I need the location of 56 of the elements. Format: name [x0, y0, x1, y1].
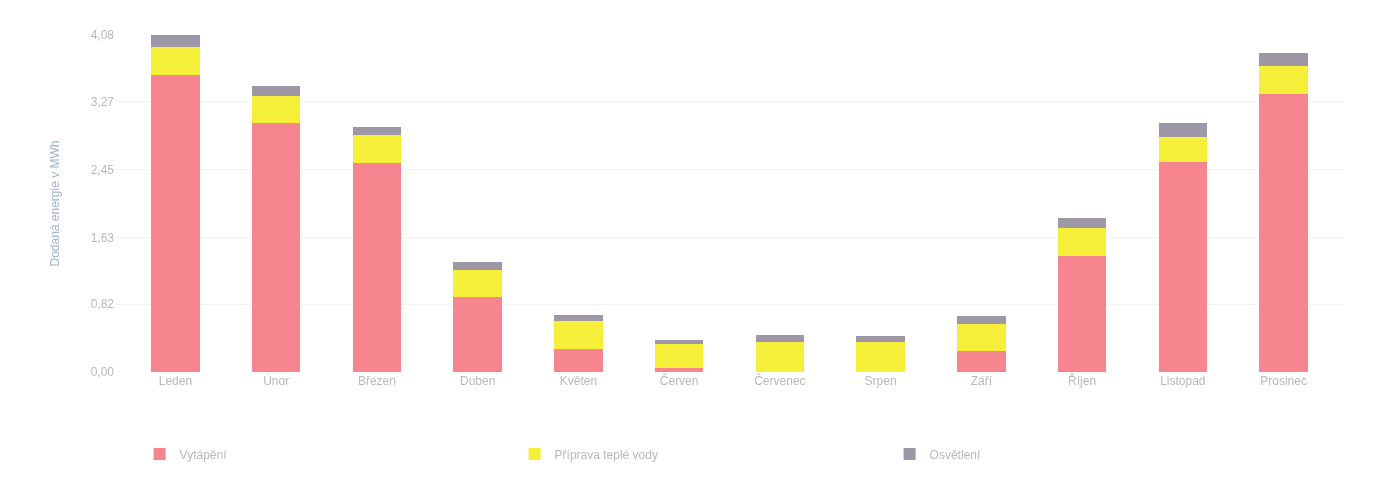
bar	[1158, 123, 1207, 137]
bar	[1259, 93, 1308, 372]
bar	[1158, 162, 1207, 372]
bar	[352, 163, 402, 372]
x-tick-label: Červen	[659, 373, 699, 388]
bar	[1158, 136, 1207, 163]
x-tick-label: Květen	[559, 374, 598, 388]
bar	[1259, 65, 1308, 94]
x-tick-label: Srpen	[864, 374, 897, 388]
x-tick-label: Březen	[357, 374, 396, 388]
bar	[453, 270, 502, 297]
bar	[554, 320, 603, 349]
y-tick-label: 0,00	[90, 365, 115, 380]
bar	[654, 343, 704, 368]
x-tick-label: Duben	[459, 374, 496, 388]
bar	[654, 367, 704, 372]
bar	[755, 334, 805, 343]
bar	[252, 96, 301, 123]
bar	[856, 336, 905, 343]
bar	[453, 296, 502, 372]
bar	[352, 134, 402, 164]
bar	[554, 315, 603, 321]
bar	[1259, 53, 1308, 66]
bar	[554, 348, 603, 372]
bar	[1057, 228, 1107, 257]
bar	[151, 74, 200, 372]
y-tick-label: 0,82	[90, 297, 115, 312]
bar	[957, 324, 1006, 351]
bar	[151, 35, 200, 48]
x-tick-label: Únor	[263, 373, 290, 388]
bar	[856, 342, 905, 372]
x-tick-label: Červenec	[754, 373, 806, 388]
bar	[252, 86, 301, 97]
legend-label: Příprava teplé vody	[554, 447, 658, 462]
y-tick-label: 1,63	[90, 230, 115, 245]
bar	[957, 315, 1006, 325]
legend-label: Vytápění	[179, 447, 228, 462]
bar	[755, 342, 805, 372]
bar	[1057, 256, 1107, 372]
x-tick-label: Září	[970, 374, 993, 388]
bar	[654, 339, 704, 344]
bar	[453, 262, 502, 271]
bar	[252, 122, 301, 372]
y-axis-title: Dodaná energie v MWh	[47, 140, 62, 267]
legend-label: Osvětlení	[929, 447, 981, 462]
x-tick-label: Leden	[158, 374, 193, 388]
y-tick-label: 3,27	[90, 95, 115, 110]
x-tick-label: Listopad	[1160, 374, 1206, 388]
bar	[151, 47, 200, 75]
bar	[1057, 218, 1107, 229]
y-tick-label: 4,08	[90, 28, 115, 43]
y-tick-label: 2,45	[90, 162, 115, 177]
x-tick-label: Říjen	[1068, 373, 1097, 388]
x-tick-label: Prosinec	[1260, 374, 1307, 388]
bar	[957, 350, 1006, 372]
bar	[352, 126, 402, 135]
